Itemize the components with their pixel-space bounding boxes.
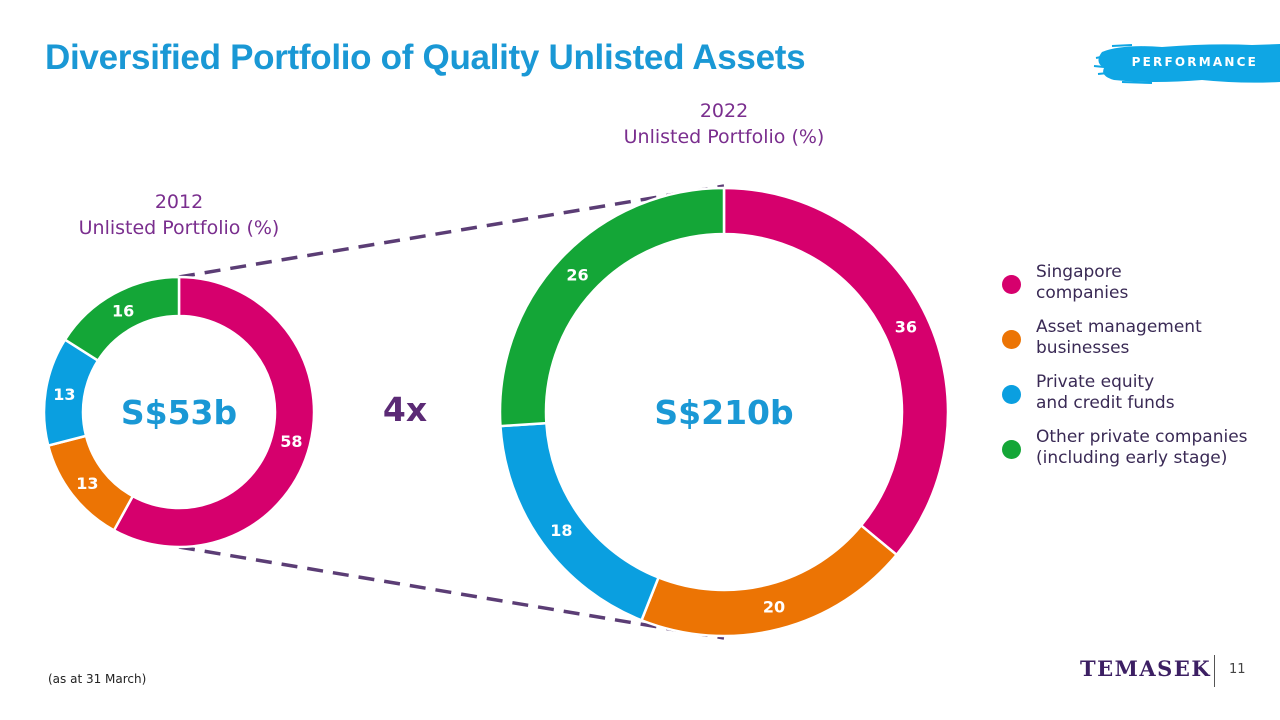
- donut-2022-slice-private-equity: [499, 421, 661, 622]
- brand-divider: [1214, 655, 1215, 687]
- connector-top: [178, 184, 725, 279]
- donut-2012-caption: 2012 Unlisted Portfolio (%): [79, 191, 280, 239]
- donut-2012-value-label: 13: [53, 385, 75, 404]
- donut-2022-slice-other-private: [498, 186, 726, 428]
- legend-item-singapore: Singapore companies: [1000, 262, 1270, 317]
- donut-2022-slice-asset-management: [639, 523, 899, 638]
- legend-label: Other private companies (including early…: [1036, 427, 1248, 468]
- section-tag: PERFORMANCE: [1092, 40, 1280, 86]
- legend-label: Singapore companies: [1036, 262, 1129, 303]
- slide-title: Diversified Portfolio of Quality Unliste…: [45, 38, 806, 77]
- donut-2012-total: S$53b: [121, 393, 237, 432]
- donut-2022-value-label: 18: [550, 521, 572, 540]
- legend-label: Asset management businesses: [1036, 317, 1202, 358]
- section-tag-label: PERFORMANCE: [1131, 55, 1258, 69]
- donut-2012: 58 13 13 16: [42, 275, 316, 549]
- footnote: (as at 31 March): [48, 672, 147, 686]
- donut-2022-value-label: 20: [763, 598, 785, 617]
- legend-swatch: [1002, 385, 1021, 404]
- donut-2012-slice-singapore: [112, 275, 316, 549]
- brush-stroke-icon: [1093, 44, 1280, 84]
- legend-item-asset-management: Asset management businesses: [1000, 317, 1270, 372]
- donut-2022-value-label: 36: [895, 317, 917, 336]
- donut-2022: 36 20 18 26: [498, 186, 950, 638]
- donut-2012-slice-other-private: [63, 275, 181, 363]
- legend-swatch: [1002, 440, 1021, 459]
- legend-item-other-private: Other private companies (including early…: [1000, 427, 1270, 482]
- donut-2012-value-label: 13: [76, 474, 98, 493]
- connector-bottom: [178, 545, 725, 640]
- growth-multiplier: 4x: [383, 390, 427, 429]
- donut-2022-value-label: 26: [566, 265, 588, 284]
- donut-2022-total: S$210b: [654, 393, 793, 432]
- donut-2022-slice-singapore: [722, 186, 950, 557]
- brand-logo: TEMASEK: [1080, 656, 1212, 681]
- legend-item-private-equity: Private equity and credit funds: [1000, 372, 1270, 427]
- donut-2012-value-label: 16: [112, 301, 134, 320]
- donut-2012-value-label: 58: [280, 432, 302, 451]
- legend-swatch: [1002, 275, 1021, 294]
- legend: Singapore companies Asset management bus…: [1000, 262, 1270, 482]
- legend-label: Private equity and credit funds: [1036, 372, 1175, 413]
- legend-swatch: [1002, 330, 1021, 349]
- donut-2022-caption: 2022 Unlisted Portfolio (%): [624, 100, 825, 148]
- page-number: 11: [1229, 662, 1246, 677]
